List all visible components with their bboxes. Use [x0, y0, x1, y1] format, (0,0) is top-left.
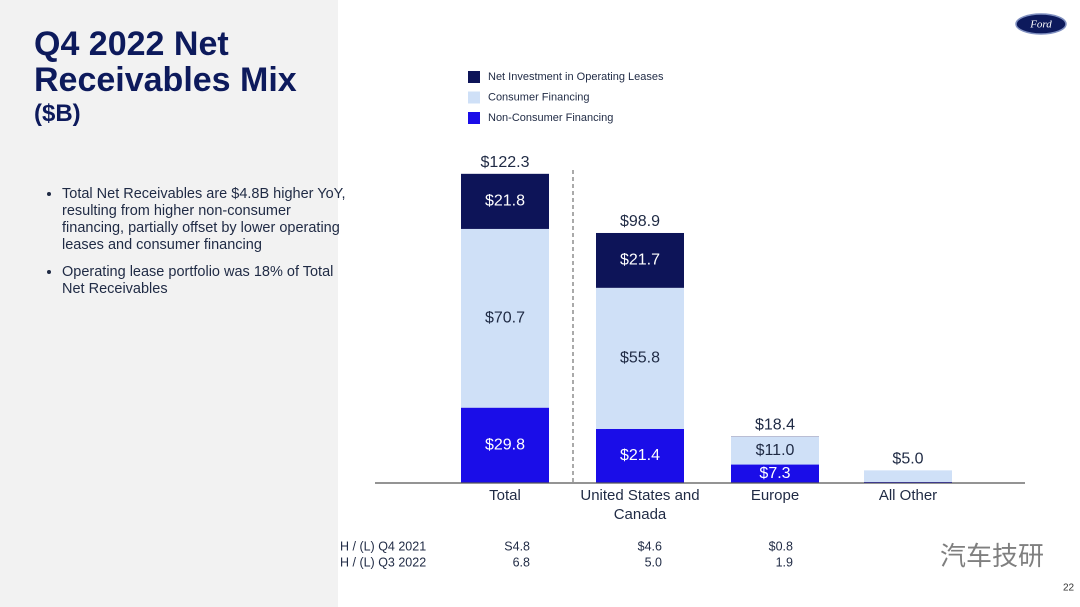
- table-cell: 6.8: [513, 555, 530, 569]
- legend-label: Non-Consumer Financing: [488, 112, 613, 124]
- title-line: Q4 2022 Net: [34, 25, 229, 63]
- legend-swatch: [468, 112, 480, 124]
- logo-badge: [1015, 13, 1067, 35]
- bar-segment: [596, 232, 684, 288]
- category-label: United States and Canada: [580, 487, 700, 523]
- legend-label: Consumer Financing: [488, 91, 590, 103]
- bullet: Operating lease portfolio was 18% of Tot…: [62, 264, 352, 298]
- bar-segment: [596, 287, 684, 429]
- value-label: $70.7: [485, 310, 525, 327]
- side-panel: [0, 0, 338, 607]
- value-label: $21.7: [620, 252, 660, 269]
- value-label: $7.3: [759, 465, 790, 482]
- legend-swatch: [468, 91, 480, 104]
- value-label: $29.8: [485, 437, 525, 454]
- bar-segment: [596, 428, 684, 483]
- bar-segment: [731, 436, 819, 465]
- slide-title: Q4 2022 Net Receivables Mix: [34, 26, 297, 98]
- bar-segment: [864, 470, 952, 482]
- table-cell: $4.6: [638, 539, 662, 553]
- value-label: $55.8: [620, 350, 660, 367]
- total-label: $5.0: [892, 451, 923, 468]
- legend-swatch: [468, 71, 480, 83]
- value-label: $21.8: [485, 193, 525, 210]
- category-label: Europe: [750, 487, 800, 504]
- value-label: $21.4: [620, 447, 660, 464]
- title-line: Receivables Mix: [34, 61, 297, 99]
- total-label: $18.4: [755, 417, 795, 434]
- bar-segment: [461, 228, 549, 408]
- bullet-list: Total Net Receivables are $4.8B higher Y…: [40, 186, 352, 308]
- category-label: All Other: [878, 487, 938, 504]
- logo: Ford: [1029, 19, 1052, 31]
- bar-segment: [461, 173, 549, 229]
- row-label: H / (L) Q3 2022: [340, 555, 426, 569]
- table-cell: 5.0: [645, 555, 662, 569]
- category-label: Total: [489, 487, 521, 504]
- row-label: H / (L) Q4 2021: [340, 539, 426, 553]
- legend-label: Net Investment in Operating Leases: [488, 71, 664, 83]
- total-label: $122.3: [481, 154, 530, 171]
- table-cell: S4.8: [504, 539, 530, 553]
- unit-label: ($B): [34, 100, 81, 127]
- value-label: $11.0: [756, 442, 795, 459]
- table-cell: 1.9: [776, 555, 793, 569]
- bar-segment: [461, 407, 549, 483]
- bar-segment: [731, 464, 819, 483]
- table-cell: $0.8: [769, 539, 793, 553]
- page-number: 22: [1063, 583, 1075, 594]
- watermark: 汽车技研: [940, 541, 1044, 571]
- bullet: Total Net Receivables are $4.8B higher Y…: [62, 186, 352, 254]
- total-label: $98.9: [620, 213, 660, 230]
